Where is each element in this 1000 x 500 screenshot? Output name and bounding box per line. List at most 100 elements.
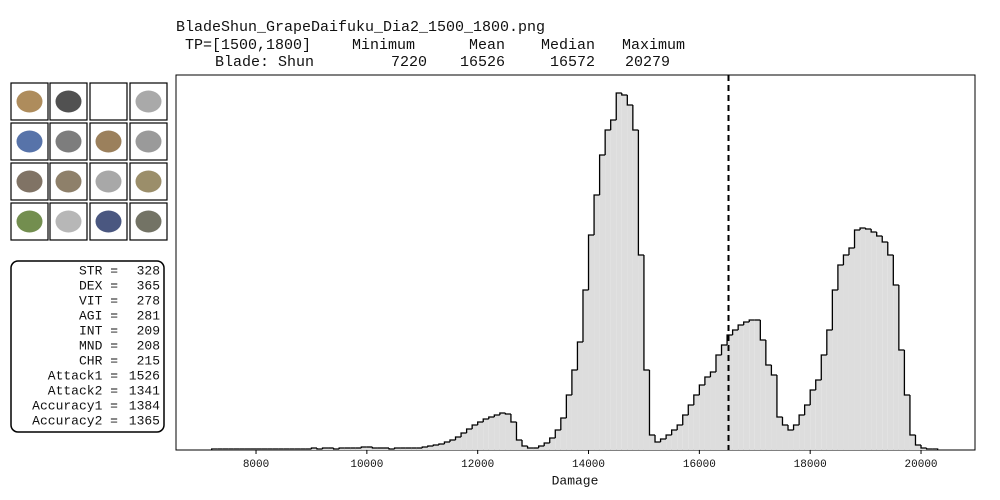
bar [538,446,545,450]
bar [765,365,772,450]
bar-outline [776,375,783,418]
bar-outline [659,438,667,442]
bar-outline [792,424,800,430]
bar [649,435,656,450]
bar-outline [421,446,428,448]
equipment-icon [95,170,122,193]
bar [510,422,517,450]
bar-outline [798,414,805,425]
bar-outline [515,422,523,441]
x-tick-label: 16000 [683,459,716,471]
bar [727,335,733,450]
bar [810,390,816,450]
equipment-icon [55,90,82,113]
bar-outline [920,445,927,449]
bar-outline [454,436,462,440]
bar [422,447,428,450]
bar-outline [687,404,694,415]
stat-value: 209 [137,323,160,338]
summary-header: Mean [469,37,505,54]
bar-outline [521,440,528,447]
bar-outline [443,441,450,444]
x-tick-label: 8000 [243,459,269,471]
bar [921,448,927,450]
bar [754,320,761,450]
bar [366,447,373,450]
bar [643,370,650,450]
bar-outline [682,414,689,425]
x-axis-label: Damage [552,473,599,488]
equipment-icon [16,170,43,193]
bar-outline [670,429,678,435]
bar [909,435,916,450]
bar [815,380,822,450]
bar-outline [310,447,317,449]
stat-label: Attack2 = [48,383,118,398]
bar-outline [543,442,550,446]
bar-outline [803,404,811,415]
bar [494,415,500,450]
bar-outline [587,234,595,290]
bar-outline [493,414,500,417]
bar-outline [898,285,905,351]
summary-value: 20279 [625,54,670,71]
bar-outline [615,92,622,120]
bar [660,439,667,450]
bar-outline [837,264,844,290]
bar-outline [842,254,849,265]
bar-outline [626,95,633,106]
bar-outline [864,228,872,230]
bar [355,448,362,450]
summary-value: 16572 [550,54,595,71]
bar [400,448,406,450]
stat-label: Attack1 = [48,368,118,383]
equipment-icon [55,130,82,153]
bar [322,448,329,450]
stat-value: 328 [137,263,160,278]
bar-outline [748,319,755,322]
x-tick-label: 20000 [905,459,938,471]
bar [544,443,550,450]
bar [915,445,922,450]
bar-outline [743,321,750,325]
bar-outline [526,446,534,449]
bar-outline [809,389,816,405]
bar [477,422,484,450]
bar [560,418,567,450]
bar-outline [571,369,578,395]
stat-value: 1384 [129,398,160,413]
bar [472,425,478,450]
bar-outline [604,129,611,155]
bar-outline [887,242,894,256]
summary-header: Minimum [352,37,415,54]
bar [405,448,412,450]
equipment-icon [55,210,82,233]
bar [461,433,467,450]
stat-label: DEX = [79,278,118,293]
bar-outline [371,447,378,449]
x-tick-label: 10000 [350,459,383,471]
equipment-icon [135,130,162,153]
bar [599,155,606,450]
bar [749,320,755,450]
bar-outline [549,437,556,443]
bar-outline [759,320,766,341]
bar [455,437,462,450]
bar-outline [582,289,589,342]
bar-outline [826,329,833,355]
bar [871,232,877,450]
bar [344,448,351,450]
bar [887,255,894,450]
bar-outline [881,236,888,243]
bar-outline [720,344,728,355]
bar [449,440,456,450]
bar [527,448,534,450]
bar-outline [554,429,561,438]
bar-outline [704,376,711,385]
stat-value: 215 [137,353,160,368]
bar-outline [610,119,617,130]
bar [732,330,739,450]
bar-outline [781,417,789,426]
bar [383,448,390,450]
bar [699,385,705,450]
